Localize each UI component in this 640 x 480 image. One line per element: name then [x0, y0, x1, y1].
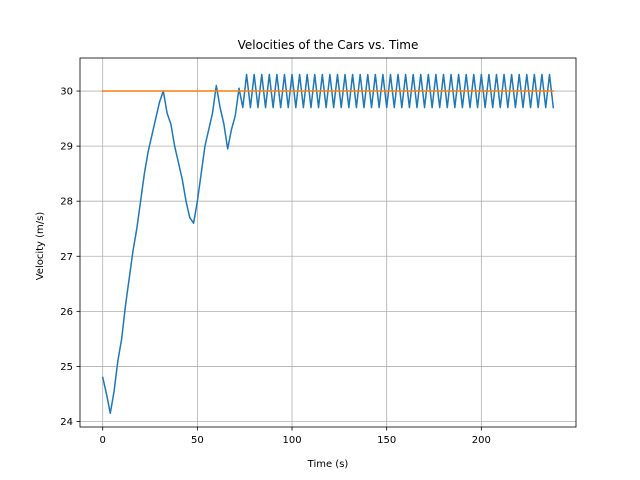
y-axis-label: Velocity (m/s) — [35, 212, 46, 281]
y-tick-label: 30 — [60, 87, 73, 98]
x-tick-label: 100 — [282, 435, 301, 446]
series-line-1 — [101, 73, 555, 414]
x-axis-ticks: 0 50 100 150 200 — [100, 427, 491, 446]
y-tick-label: 24 — [60, 417, 73, 428]
x-tick-label: 200 — [472, 435, 491, 446]
y-tick-label: 28 — [60, 197, 73, 208]
x-tick-label: 50 — [191, 435, 204, 446]
y-axis-ticks: 24 25 26 27 28 29 30 — [60, 87, 80, 428]
x-tick-label: 0 — [100, 435, 106, 446]
plot-area-frame — [79, 57, 577, 428]
y-tick-label: 25 — [60, 362, 73, 373]
x-axis-label: Time (s) — [307, 459, 349, 470]
x-tick-label: 150 — [377, 435, 396, 446]
y-tick-label: 29 — [60, 142, 73, 153]
y-tick-label: 26 — [60, 307, 73, 318]
y-tick-label: 27 — [60, 252, 73, 263]
chart-title: Velocities of the Cars vs. Time — [238, 38, 419, 52]
series-layer — [101, 73, 555, 414]
